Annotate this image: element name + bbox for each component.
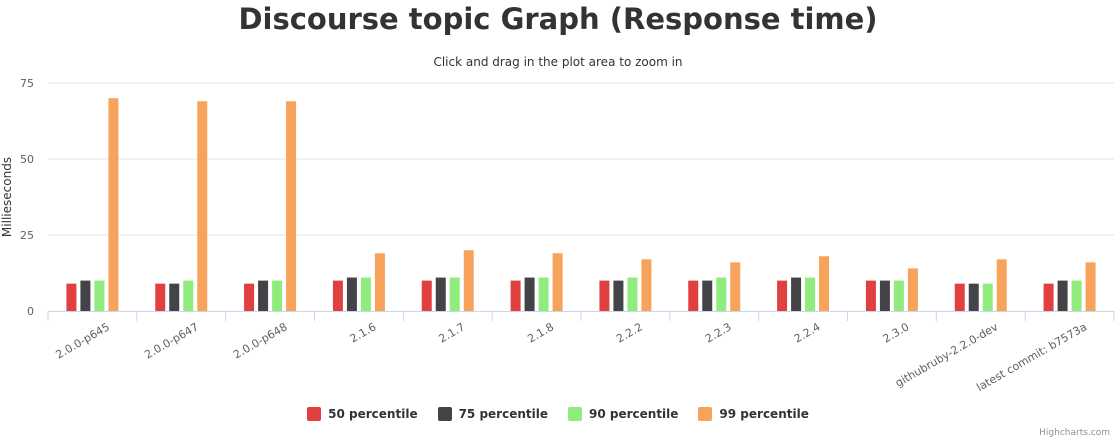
chart-subtitle: Click and drag in the plot area to zoom …	[433, 55, 683, 69]
bar-group	[66, 98, 1096, 312]
grid-lines	[48, 82, 1114, 236]
y-axis-ticks: 0 25 50 75	[20, 77, 34, 318]
bar-75-percentile-5[interactable]	[524, 277, 535, 311]
bar-50-percentile-8[interactable]	[777, 280, 788, 311]
bar-50-percentile-9[interactable]	[865, 280, 876, 311]
bar-90-percentile-8[interactable]	[805, 277, 816, 311]
bar-75-percentile-4[interactable]	[435, 277, 446, 311]
bar-50-percentile-2[interactable]	[244, 283, 255, 311]
bar-50-percentile-5[interactable]	[510, 280, 521, 311]
bar-50-percentile-4[interactable]	[421, 280, 432, 311]
x-tick-label: 2.2.4	[792, 320, 823, 345]
legend: 50 percentile 75 percentile 90 percentile 9…	[0, 407, 1116, 421]
x-tick-label: 2.0.0-p645	[54, 320, 112, 361]
chart-title: Discourse topic Graph (Response time)	[238, 2, 878, 36]
bar-90-percentile-7[interactable]	[716, 277, 727, 311]
x-axis	[47, 311, 1115, 321]
x-tick-label: 2.1.7	[437, 320, 468, 345]
bar-90-percentile-2[interactable]	[272, 280, 283, 311]
legend-item[interactable]: 90 percentile	[568, 407, 678, 421]
bar-75-percentile-9[interactable]	[879, 280, 890, 311]
bar-99-percentile-8[interactable]	[819, 256, 830, 311]
bar-90-percentile-9[interactable]	[893, 280, 904, 311]
bar-90-percentile-5[interactable]	[538, 277, 549, 311]
bar-50-percentile-0[interactable]	[66, 283, 77, 311]
y-axis-label: Millieseconds	[0, 157, 14, 237]
x-tick-label: 2.0.0-p647	[142, 320, 200, 361]
bar-99-percentile-3[interactable]	[374, 253, 385, 311]
legend-swatch	[698, 407, 713, 421]
bar-90-percentile-10[interactable]	[982, 283, 993, 311]
bar-50-percentile-10[interactable]	[954, 283, 965, 311]
bar-75-percentile-6[interactable]	[613, 280, 624, 311]
bar-75-percentile-3[interactable]	[346, 277, 357, 311]
legend-label: 75 percentile	[458, 407, 548, 421]
y-tick-label: 25	[20, 229, 34, 242]
bar-99-percentile-5[interactable]	[552, 253, 563, 311]
bar-75-percentile-0[interactable]	[80, 280, 91, 311]
bar-99-percentile-11[interactable]	[1085, 262, 1096, 311]
bar-90-percentile-6[interactable]	[627, 277, 638, 311]
bar-90-percentile-11[interactable]	[1071, 280, 1082, 311]
x-tick-label: 2.1.6	[348, 320, 379, 345]
x-tick-label: 2.2.2	[614, 320, 645, 345]
bar-50-percentile-7[interactable]	[688, 280, 699, 311]
legend-label: 99 percentile	[719, 407, 809, 421]
bar-50-percentile-1[interactable]	[155, 283, 166, 311]
bar-99-percentile-6[interactable]	[641, 259, 652, 311]
legend-item[interactable]: 99 percentile	[698, 407, 809, 421]
x-tick-label: 2.1.8	[525, 320, 556, 345]
bar-99-percentile-10[interactable]	[996, 259, 1007, 311]
bar-99-percentile-7[interactable]	[730, 262, 741, 311]
bar-50-percentile-6[interactable]	[599, 280, 610, 311]
legend-swatch	[307, 407, 322, 421]
y-tick-label: 50	[20, 153, 34, 166]
legend-item[interactable]: 75 percentile	[437, 407, 548, 421]
x-tick-label: 2.3.0	[881, 320, 912, 345]
bar-75-percentile-2[interactable]	[258, 280, 269, 311]
bar-99-percentile-2[interactable]	[286, 101, 297, 312]
y-tick-label: 0	[27, 305, 34, 318]
bar-90-percentile-1[interactable]	[183, 280, 194, 311]
bar-75-percentile-10[interactable]	[968, 283, 979, 311]
bar-90-percentile-0[interactable]	[94, 280, 105, 311]
legend-item[interactable]: 50 percentile	[307, 407, 418, 421]
legend-label: 90 percentile	[589, 407, 679, 421]
bar-50-percentile-11[interactable]	[1043, 283, 1054, 311]
legend-swatch	[568, 407, 582, 421]
bar-99-percentile-0[interactable]	[108, 98, 119, 311]
x-tick-label: 2.0.0-p648	[231, 320, 289, 361]
bar-50-percentile-3[interactable]	[332, 280, 343, 311]
bar-75-percentile-11[interactable]	[1057, 280, 1068, 311]
legend-swatch	[437, 407, 452, 421]
x-axis-tick-labels: 2.0.0-p645 2.0.0-p647 2.0.0-p648 2.1.6 2.1.7…	[54, 320, 1090, 394]
bar-99-percentile-1[interactable]	[197, 101, 208, 312]
bar-75-percentile-7[interactable]	[702, 280, 713, 311]
bar-99-percentile-4[interactable]	[463, 250, 474, 311]
legend-label: 50 percentile	[328, 407, 418, 421]
bar-90-percentile-4[interactable]	[449, 277, 460, 311]
credits-link[interactable]: Highcharts.com	[1039, 428, 1110, 438]
bar-90-percentile-3[interactable]	[360, 277, 371, 311]
x-tick-label: 2.2.3	[703, 320, 734, 345]
bar-75-percentile-8[interactable]	[791, 277, 802, 311]
bar-99-percentile-9[interactable]	[907, 268, 918, 311]
bar-75-percentile-1[interactable]	[169, 283, 180, 311]
y-tick-label: 75	[20, 77, 34, 90]
